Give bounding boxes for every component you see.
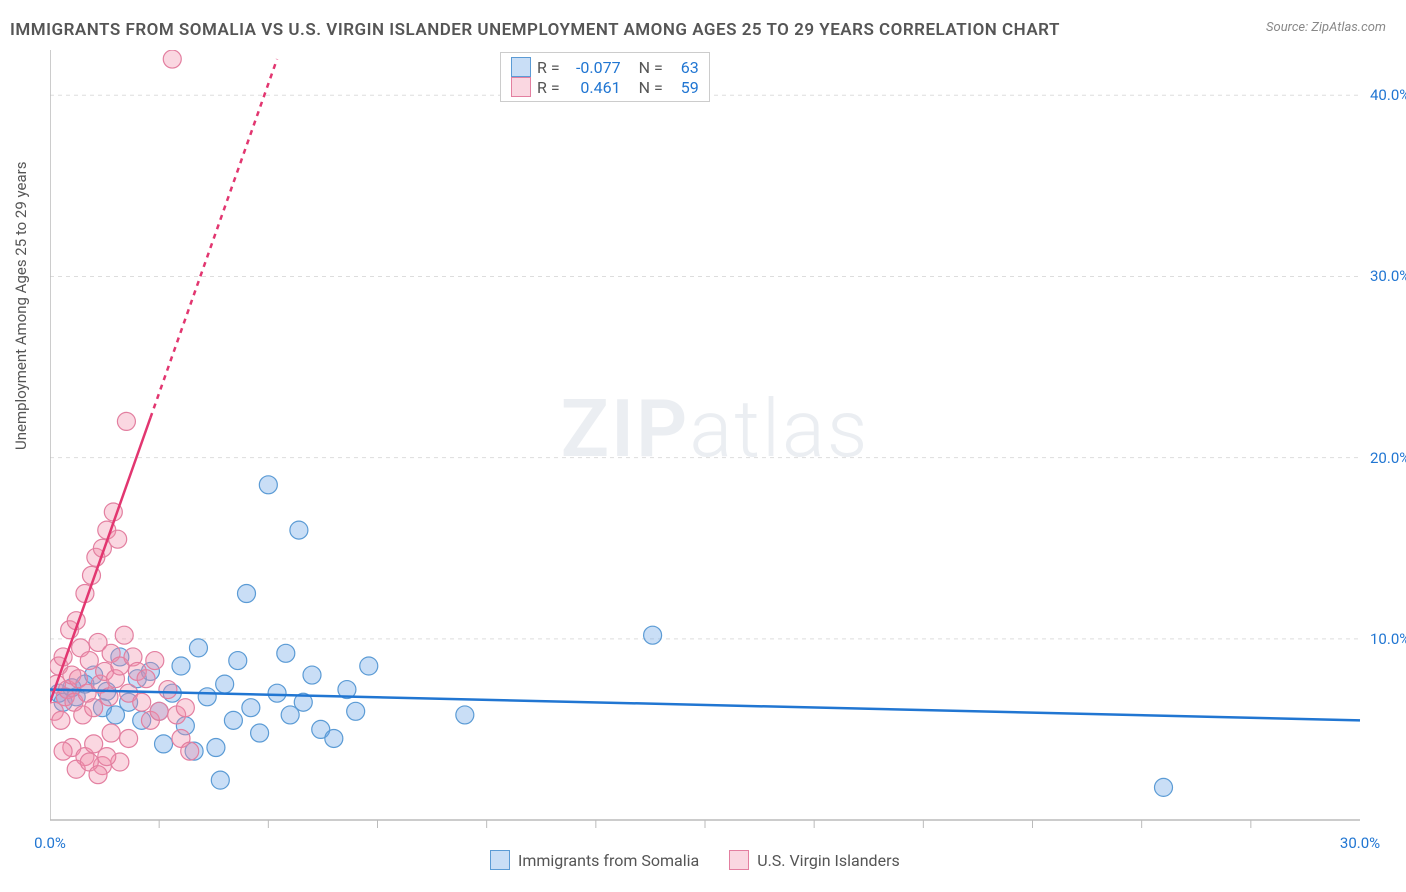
legend-row: R = -0.077 N = 63 [511,57,699,77]
chart-svg [50,50,1380,890]
legend-label: U.S. Virgin Islanders [757,851,900,870]
legend-swatch [511,77,531,97]
legend-swatch [511,57,531,77]
y-axis-label: Unemployment Among Ages 25 to 29 years [12,162,30,450]
legend-label: Immigrants from Somalia [518,851,699,870]
y-tick-label: 10.0% [1370,630,1406,648]
n-value: 59 [669,78,699,97]
legend-item: U.S. Virgin Islanders [729,850,900,870]
n-label: N = [639,58,663,77]
series-legend: Immigrants from Somalia U.S. Virgin Islan… [490,850,900,870]
r-label: R = [537,58,560,77]
y-tick-label: 30.0% [1370,267,1406,285]
x-tick-label: 0.0% [34,834,66,852]
r-label: R = [537,78,560,97]
y-tick-label: 40.0% [1370,86,1406,104]
correlation-legend: R = -0.077 N = 63 R = 0.461 N = 59 [500,52,710,102]
n-label: N = [639,78,663,97]
legend-swatch [490,850,510,870]
n-value: 63 [669,58,699,77]
legend-swatch [729,850,749,870]
source-attribution: Source: ZipAtlas.com [1266,20,1386,35]
plot-area: ZIPatlas R = -0.077 N = 63 R = 0.461 N =… [50,50,1380,840]
y-tick-label: 20.0% [1370,449,1406,467]
r-value: 0.461 [566,78,621,97]
r-value: -0.077 [566,58,621,77]
x-tick-label: 30.0% [1340,834,1380,852]
legend-row: R = 0.461 N = 59 [511,77,699,97]
chart-title: IMMIGRANTS FROM SOMALIA VS U.S. VIRGIN I… [10,20,1060,40]
legend-item: Immigrants from Somalia [490,850,699,870]
